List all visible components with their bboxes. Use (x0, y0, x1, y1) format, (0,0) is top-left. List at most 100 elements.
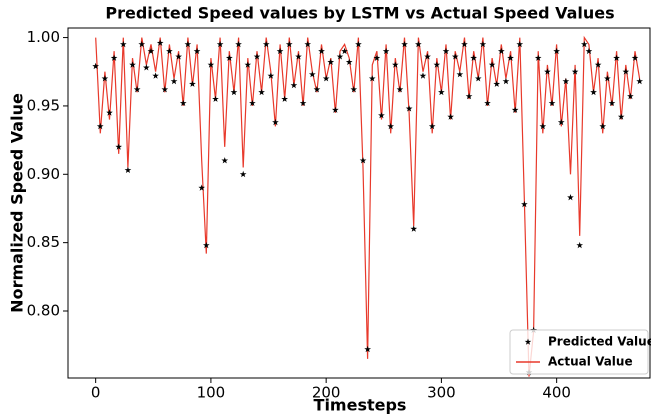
predicted-point (424, 53, 431, 60)
predicted-point (267, 72, 275, 79)
predicted-point (129, 61, 136, 68)
predicted-point (92, 62, 99, 70)
predicted-point (617, 113, 625, 120)
predicted-point (451, 53, 459, 60)
predicted-point (170, 77, 178, 85)
predicted-point (599, 122, 607, 130)
predicted-point (359, 157, 367, 164)
predicted-point (548, 99, 556, 106)
predicted-point (507, 54, 514, 61)
predicted-point (396, 86, 404, 93)
predicted-point (143, 64, 150, 71)
predicted-point (590, 88, 597, 96)
y-axis-label: Normalized Speed Value (8, 93, 27, 313)
predicted-point (410, 225, 418, 232)
predicted-point (124, 166, 132, 173)
predicted-point (544, 68, 551, 75)
predicted-point (438, 88, 445, 96)
predicted-point (484, 99, 491, 106)
predicted-point (493, 80, 500, 87)
predicted-point (553, 47, 560, 55)
predicted-point (608, 99, 616, 106)
x-axis-label: Timesteps (314, 396, 407, 415)
legend-label: Predicted Value (548, 335, 651, 349)
predicted-point (350, 86, 358, 93)
predicted-point (166, 47, 173, 55)
predicted-point (161, 86, 169, 93)
predicted-point (230, 88, 238, 96)
predicted-point (392, 61, 399, 68)
predicted-point (461, 40, 468, 48)
predicted-point (345, 58, 353, 65)
predicted-point (571, 68, 579, 75)
predicted-point (502, 77, 510, 85)
predicted-point (235, 40, 242, 48)
predicted-point (299, 99, 307, 106)
predicted-point (281, 95, 288, 102)
predicted-point (585, 47, 593, 55)
predicted-point (373, 54, 381, 61)
predicted-point (221, 157, 229, 164)
predicted-point (627, 92, 634, 100)
x-tick-label: 0 (91, 384, 101, 402)
plot-frame (67, 27, 651, 379)
predicted-point (179, 99, 187, 106)
predicted-point (534, 54, 542, 61)
predicted-point (285, 40, 293, 48)
chart-title: Predicted Speed values by LSTM vs Actual… (105, 4, 614, 23)
predicted-point (327, 58, 335, 65)
predicted-point (147, 47, 155, 55)
predicted-point (101, 75, 109, 82)
predicted-point (401, 40, 408, 48)
predicted-point (622, 68, 630, 75)
predicted-point (521, 200, 528, 208)
predicted-point (216, 40, 224, 48)
predicted-point (120, 40, 127, 48)
predicted-point (470, 54, 477, 61)
predicted-point (115, 143, 122, 150)
predicted-point (184, 40, 192, 48)
predicted-point (613, 54, 620, 61)
predicted-point (203, 241, 210, 249)
x-tick-label: 200 (312, 384, 341, 402)
y-tick-label: 0.80 (27, 302, 60, 320)
predicted-point (156, 39, 164, 46)
predicted-point (193, 47, 201, 55)
predicted-point (244, 61, 252, 68)
predicted-point (262, 40, 270, 48)
predicted-point (290, 81, 298, 89)
actual-line (95, 35, 641, 377)
predicted-point (447, 113, 454, 120)
x-tick-label: 300 (427, 384, 456, 402)
predicted-point (479, 40, 487, 48)
predicted-point (175, 53, 182, 60)
predicted-point (272, 118, 279, 126)
predicted-point (110, 54, 118, 61)
predicted-point (456, 71, 464, 78)
predicted-point (364, 345, 371, 353)
predicted-point (309, 71, 316, 78)
y-tick-label: 0.90 (27, 165, 60, 183)
predicted-point (475, 75, 482, 82)
predicted-point (249, 99, 256, 106)
predicted-point (419, 72, 427, 79)
predicted-point (332, 106, 339, 113)
predicted-point (253, 53, 261, 60)
predicted-point (562, 77, 570, 85)
predicted-point (258, 88, 265, 96)
y-tick-label: 0.95 (27, 96, 60, 114)
predicted-point (96, 122, 104, 130)
predicted-point (322, 75, 330, 82)
predicted-point (189, 80, 196, 87)
predicted-point (295, 53, 302, 60)
predicted-point (594, 61, 602, 68)
predicted-point (336, 53, 344, 60)
predicted-point (433, 61, 441, 68)
predicted-point (106, 109, 113, 116)
predicted-point (226, 54, 233, 61)
y-tick-label: 0.85 (27, 233, 60, 251)
predicted-point (341, 47, 348, 55)
x-tick-label: 400 (542, 384, 571, 402)
predicted-point (631, 54, 639, 61)
